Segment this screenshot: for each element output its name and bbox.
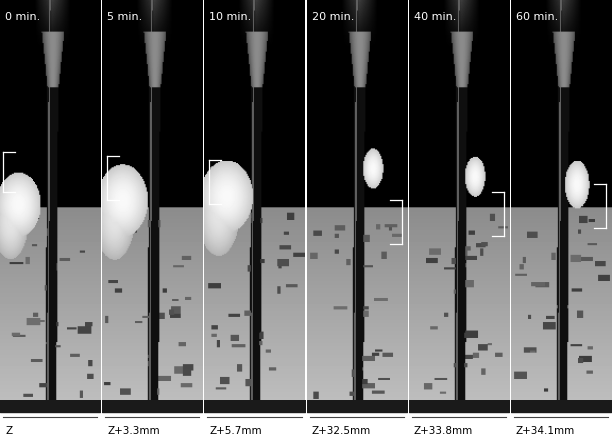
Text: Z+34.1mm: Z+34.1mm: [516, 426, 575, 436]
Text: Z: Z: [5, 426, 12, 436]
Text: 40 min.: 40 min.: [414, 12, 456, 22]
Text: Z+32.5mm: Z+32.5mm: [311, 426, 371, 436]
Text: 60 min.: 60 min.: [516, 12, 558, 22]
Text: Z+3.3mm: Z+3.3mm: [107, 426, 160, 436]
Text: 5 min.: 5 min.: [107, 12, 142, 22]
Text: 10 min.: 10 min.: [210, 12, 251, 22]
Text: 20 min.: 20 min.: [311, 12, 354, 22]
Text: Z+5.7mm: Z+5.7mm: [210, 426, 262, 436]
Text: 0 min.: 0 min.: [5, 12, 40, 22]
Text: Z+33.8mm: Z+33.8mm: [414, 426, 473, 436]
